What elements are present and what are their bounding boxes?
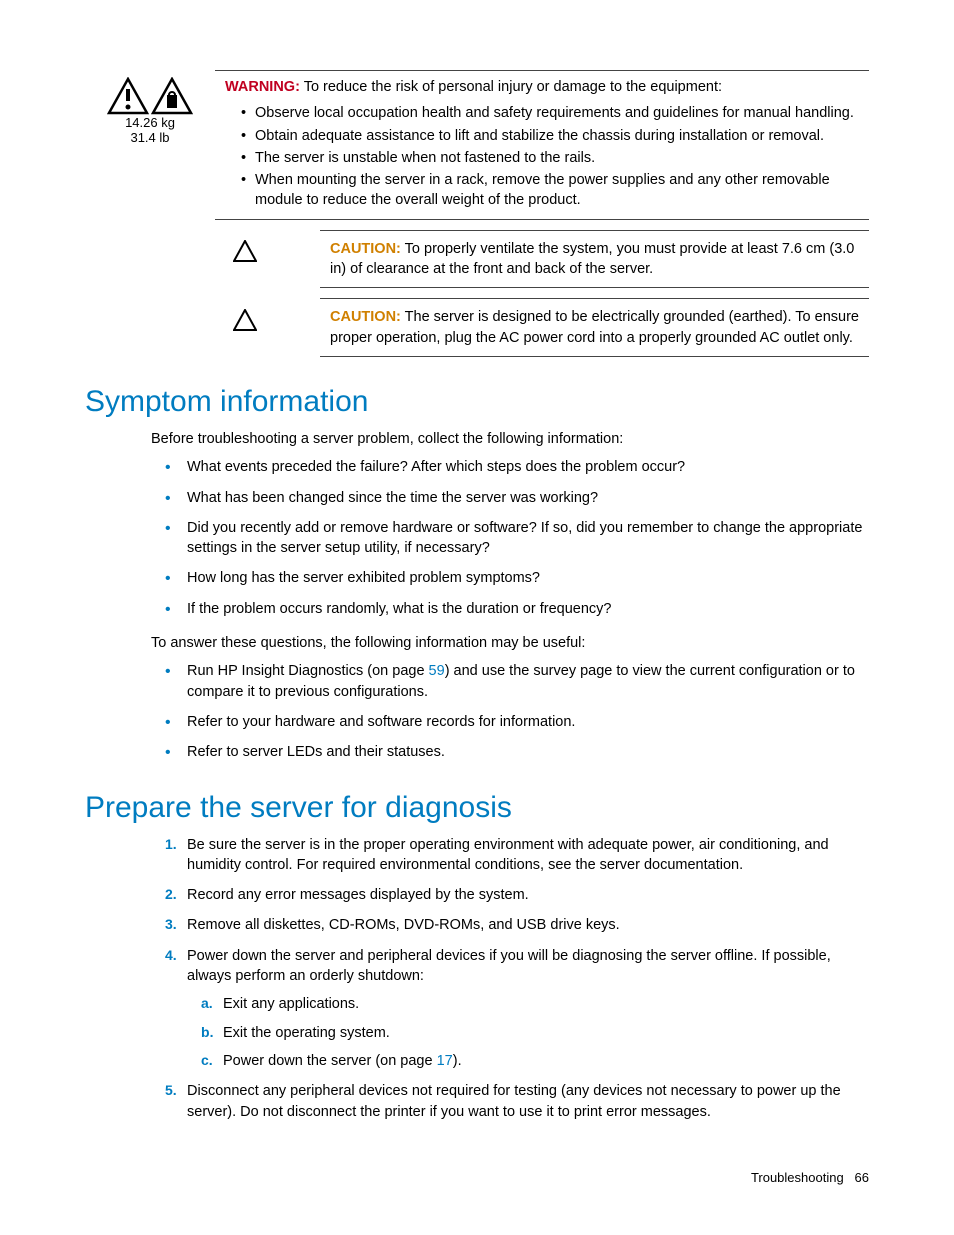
caution2-callout: CAUTION: The server is designed to be el…: [85, 298, 869, 357]
caution1-callout: CAUTION: To properly ventilate the syste…: [85, 230, 869, 289]
step-item: Disconnect any peripheral devices not re…: [165, 1081, 869, 1122]
symptom-heading: Symptom information: [85, 385, 869, 419]
list-item: Refer to your hardware and software reco…: [165, 712, 869, 732]
warning-intro: To reduce the risk of personal injury or…: [300, 79, 722, 95]
warning-bullet-item: When mounting the server in a rack, remo…: [241, 170, 859, 211]
warning-callout: 14.26 kg 31.4 lb WARNING: To reduce the …: [85, 70, 869, 220]
footer-page-number: 66: [855, 1170, 869, 1185]
symptom-transition: To answer these questions, the following…: [151, 633, 869, 653]
step-item: Power down the server and peripheral dev…: [165, 946, 869, 1071]
list-item: If the problem occurs randomly, what is …: [165, 599, 869, 619]
step4-substeps: Exit any applications. Exit the operatin…: [201, 994, 869, 1071]
page-footer: Troubleshooting 66: [751, 1170, 869, 1185]
list-item: What has been changed since the time the…: [165, 488, 869, 508]
step-item: Record any error messages displayed by t…: [165, 885, 869, 905]
substep-item: Exit the operating system.: [201, 1023, 869, 1043]
substep-item: Exit any applications.: [201, 994, 869, 1014]
caution2-icon-cell: [85, 299, 320, 357]
symptom-intro: Before troubleshooting a server problem,…: [151, 429, 869, 449]
list-item: Refer to server LEDs and their statuses.: [165, 742, 869, 762]
warning-bullet-item: Observe local occupation health and safe…: [241, 103, 859, 123]
step4-text: Power down the server and peripheral dev…: [187, 948, 831, 984]
caution1-text: CAUTION: To properly ventilate the syste…: [320, 230, 869, 288]
caution1-body: To properly ventilate the system, you mu…: [330, 241, 854, 277]
warning-bullet-item: Obtain adequate assistance to lift and s…: [241, 126, 859, 146]
caution2-body: The server is designed to be electricall…: [330, 309, 859, 345]
page-content: 14.26 kg 31.4 lb WARNING: To reduce the …: [0, 0, 954, 1235]
answer0-prefix: Run HP Insight Diagnostics (on page: [187, 663, 429, 679]
caution-triangle-icon: [233, 240, 257, 262]
warning-bullets: Observe local occupation health and safe…: [225, 103, 859, 210]
caution2-text: CAUTION: The server is designed to be el…: [320, 299, 869, 357]
weight-triangle-icon: [151, 77, 193, 115]
warning-label: WARNING:: [225, 79, 300, 95]
caution1-icon-cell: [85, 230, 320, 288]
list-item: Did you recently add or remove hardware …: [165, 518, 869, 559]
warning-bullet-item: The server is unstable when not fastened…: [241, 148, 859, 168]
warning-triangle-icon: [107, 77, 149, 115]
substep-c-prefix: Power down the server (on page: [223, 1053, 437, 1069]
weight-kg: 14.26 kg: [95, 115, 205, 131]
symptom-answer-list: Run HP Insight Diagnostics (on page 59) …: [165, 661, 869, 762]
substep-item: Power down the server (on page 17).: [201, 1051, 869, 1071]
prepare-heading: Prepare the server for diagnosis: [85, 791, 869, 825]
step-item: Be sure the server is in the proper oper…: [165, 835, 869, 876]
step-item: Remove all diskettes, CD-ROMs, DVD-ROMs,…: [165, 915, 869, 935]
warning-icon-cell: 14.26 kg 31.4 lb: [85, 71, 215, 220]
symptom-question-list: What events preceded the failure? After …: [165, 457, 869, 619]
caution-label: CAUTION:: [330, 309, 401, 325]
substep-c-suffix: ).: [453, 1053, 462, 1069]
warning-text-cell: WARNING: To reduce the risk of personal …: [215, 71, 869, 220]
list-item: What events preceded the failure? After …: [165, 457, 869, 477]
page-link-59[interactable]: 59: [429, 663, 445, 679]
weight-lb: 31.4 lb: [95, 130, 205, 146]
list-item: How long has the server exhibited proble…: [165, 568, 869, 588]
caution-label: CAUTION:: [330, 241, 401, 257]
caution-triangle-icon: [233, 309, 257, 331]
prepare-steps: Be sure the server is in the proper oper…: [165, 835, 869, 1122]
page-link-17[interactable]: 17: [437, 1053, 453, 1069]
list-item: Run HP Insight Diagnostics (on page 59) …: [165, 661, 869, 702]
footer-section: Troubleshooting: [751, 1170, 844, 1185]
